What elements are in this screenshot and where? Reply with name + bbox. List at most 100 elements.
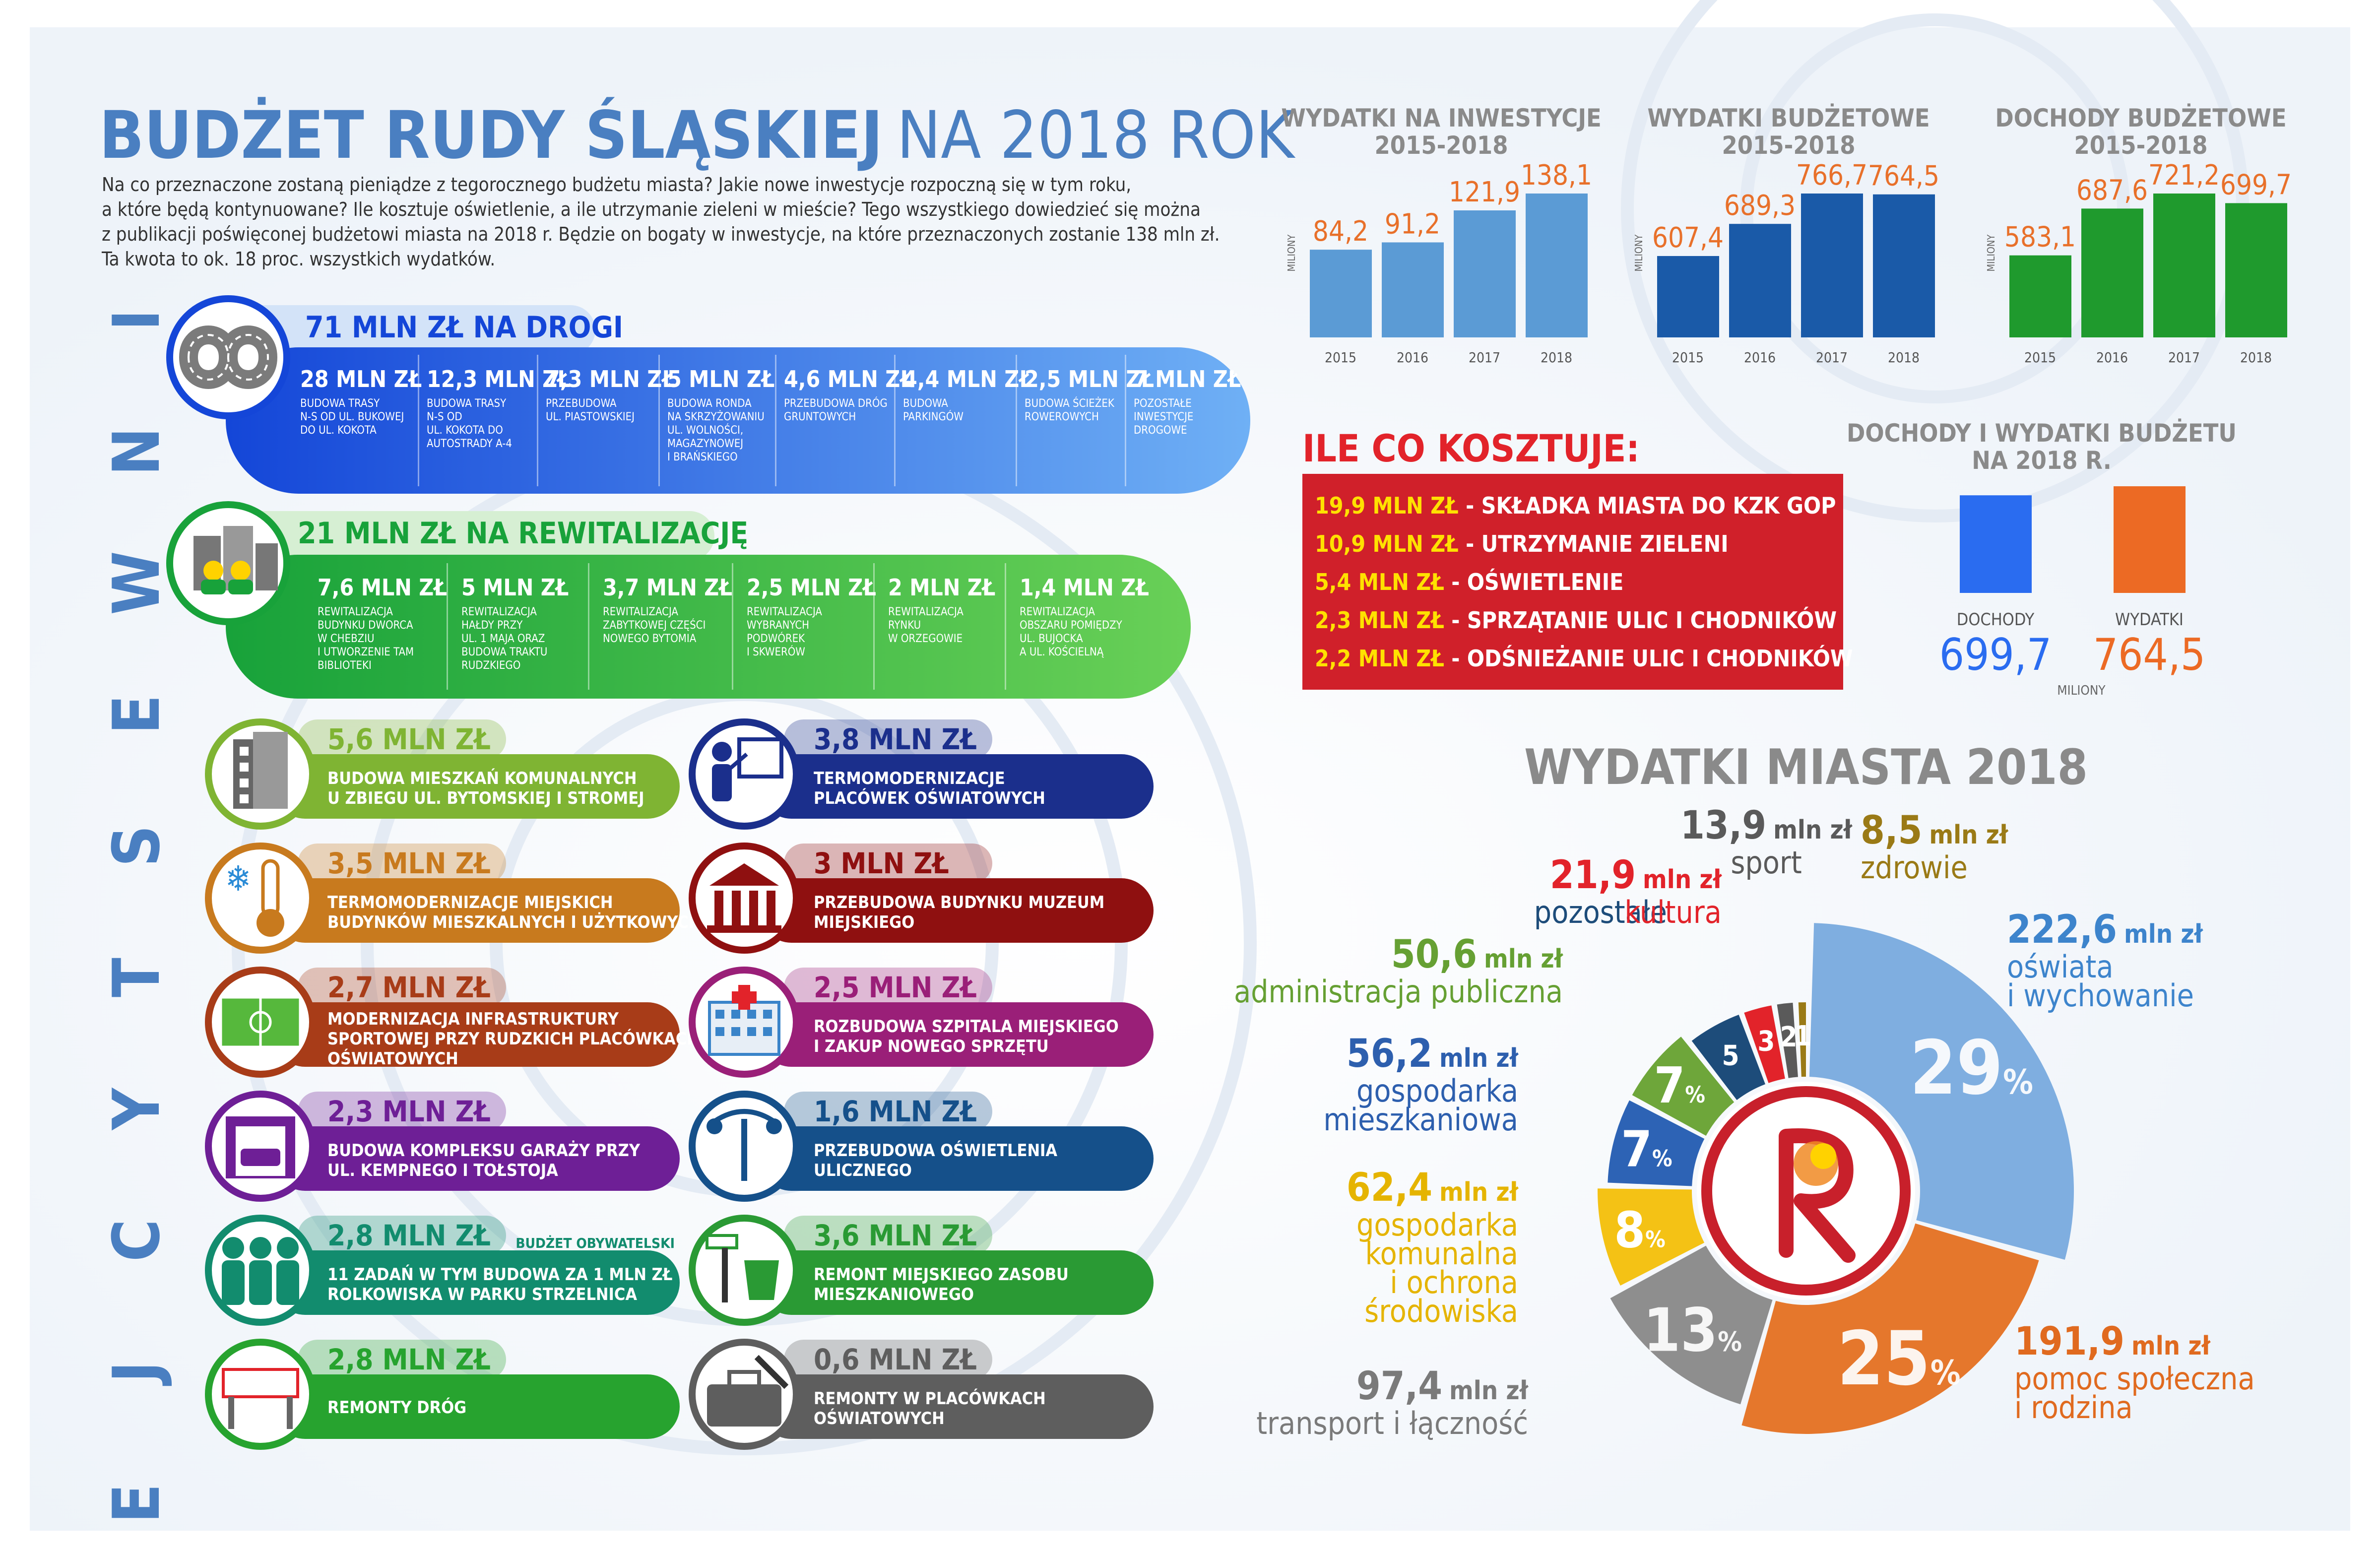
road-item-desc: GRUNTOWYCH — [784, 411, 856, 423]
bar-category-label: 2018 — [1888, 349, 1920, 366]
bar-chart-ylabel: MILIONY — [1286, 234, 1297, 272]
infinity-road-icon — [179, 325, 278, 389]
city-buildings-icon — [193, 526, 278, 594]
revit-item-desc: RUDZKIEGO — [461, 659, 520, 672]
pie-slice — [1598, 1188, 1705, 1286]
bar-category-label: 2015 — [1325, 349, 1356, 366]
pie-slice-percent: 5 — [1722, 1040, 1739, 1072]
pie-label-text: pozostałe — [1534, 894, 1667, 930]
svg-text:❄: ❄ — [225, 858, 252, 899]
pie-slice — [1610, 1245, 1773, 1405]
revit-item-desc: REWITALIZACJA — [318, 606, 393, 618]
project-card: 2,7 MLN ZŁ MODERNIZACJA INFRASTRUKTURYSPO… — [205, 967, 700, 1078]
street-lamp-icon — [707, 1109, 782, 1181]
project-amount-pill — [298, 1340, 506, 1379]
income-spending-category: DOCHODY — [1957, 610, 2035, 630]
pie-label: pozostałe — [1534, 894, 1667, 930]
revit-item-amount: 3,7 MLN ZŁ — [603, 574, 732, 601]
project-card: 1,6 MLN ZŁ PRZEBUDOWA OŚWIETLENIAULICZNEG… — [689, 1091, 1154, 1202]
pie-slice — [1608, 1100, 1705, 1186]
pie-label-text: oświata — [2007, 949, 2114, 985]
project-amount: 2,5 MLN ZŁ — [814, 971, 977, 1004]
project-bar — [759, 1126, 1154, 1191]
bar-category-label: 2016 — [1397, 349, 1428, 366]
income-spending-title: DOCHODY I WYDATKI BUDŻETU — [1847, 419, 2237, 448]
project-desc: PRZEBUDOWA BUDYNKU MUZEUM — [814, 893, 1104, 912]
pie-slice-percent: 8% — [1614, 1201, 1665, 1259]
pie-label-text: pomoc społeczna — [2014, 1361, 2255, 1397]
pie-slice-percent: 13% — [1643, 1297, 1742, 1365]
road-barrier-icon — [222, 1368, 299, 1429]
bar — [1454, 210, 1516, 337]
revit-item-desc: BIBLIOTEKI — [318, 659, 372, 672]
project-amount: 3,6 MLN ZŁ — [814, 1219, 977, 1252]
project-desc: BUDOWA KOMPLEKSU GARAŻY PRZY — [327, 1140, 641, 1161]
project-card: 2,5 MLN ZŁ ROZBUDOWA SZPITALA MIEJSKIEGOI… — [689, 967, 1154, 1078]
revit-item-desc: BUDYNKU DWORCA — [318, 619, 413, 632]
project-bar — [759, 878, 1154, 943]
bar-value-label: 689,3 — [1724, 190, 1796, 222]
pie-slice — [1632, 1037, 1735, 1136]
project-desc: TERMOMODERNIZACJE MIEJSKICH — [327, 893, 613, 912]
project-amount: 2,7 MLN ZŁ — [327, 971, 491, 1004]
income-spending-category: WYDATKI — [2115, 610, 2184, 630]
pie-slice — [1809, 923, 2074, 1260]
bar — [1729, 224, 1791, 337]
project-amount-pill — [298, 1092, 506, 1131]
project-amount-pill — [784, 1340, 992, 1379]
income-spending-bar — [1960, 495, 2032, 593]
road-item-desc: MAGAZYNOWEJ — [667, 438, 743, 450]
road-item-amount: 5 MLN ZŁ — [667, 366, 774, 392]
bar — [2153, 194, 2215, 337]
project-desc: UL. KEMPNEGO I TOŁSTOJA — [327, 1161, 558, 1180]
road-item-desc: PARKINGÓW — [903, 410, 964, 423]
vertical-letter: J — [99, 1361, 174, 1386]
road-item-desc: ROWEROWYCH — [1025, 411, 1099, 423]
income-spending-unit: MILIONY — [2057, 683, 2106, 698]
road-item-desc: PRZEBUDOWA DRÓG — [784, 397, 888, 410]
vertical-letter: T — [99, 958, 174, 997]
road-item-desc: N-S OD — [427, 411, 462, 423]
pie-slice-percent: 7% — [1621, 1120, 1672, 1178]
revit-item-amount: 1,4 MLN ZŁ — [1020, 574, 1149, 601]
revitalization-title: 21 MLN ZŁ NA REWITALIZACJĘ — [298, 516, 748, 551]
income-spending-value: 699,7 — [1939, 629, 2052, 680]
road-item-desc: POZOSTAŁE — [1134, 397, 1192, 410]
people-icon — [222, 1237, 299, 1305]
bar-value-label: 138,1 — [1521, 159, 1592, 192]
revit-item-amount: 2,5 MLN ZŁ — [747, 574, 876, 601]
revit-item-amount: 7,6 MLN ZŁ — [318, 574, 447, 601]
pie-label-text: środowiska — [1364, 1293, 1518, 1329]
revit-divider — [1005, 563, 1006, 690]
project-card: ❄ 3,5 MLN ZŁ TERMOMODERNIZACJE MIEJSKICHBU… — [205, 843, 701, 954]
pie-label-amount: 222,6 mln zł — [2007, 908, 2204, 952]
roads-divider — [418, 355, 419, 486]
bar-value-label: 121,9 — [1449, 176, 1520, 208]
project-bar — [273, 1374, 680, 1439]
bar — [2225, 203, 2287, 337]
project-card: 2,3 MLN ZŁ BUDOWA KOMPLEKSU GARAŻY PRZYUL… — [205, 1091, 680, 1202]
revit-item-desc: W CHEBZIU — [318, 633, 375, 645]
project-bar — [273, 1250, 680, 1315]
project-icon-ring — [689, 1215, 800, 1326]
revit-item-desc: A UL. KOŚCIELNĄ — [1020, 646, 1104, 658]
pie-label-text: mieszkaniowa — [1323, 1102, 1518, 1138]
revit-divider — [588, 563, 589, 690]
project-amount: 3,8 MLN ZŁ — [814, 722, 977, 756]
revit-divider — [447, 563, 448, 690]
museum-icon — [707, 863, 781, 933]
road-item-amount: 7 MLN ZŁ — [1134, 366, 1241, 392]
bar-chart-title: WYDATKI BUDŻETOWE — [1647, 104, 1930, 132]
thermometer-icon: ❄ — [225, 858, 284, 937]
bar-value-label: 91,2 — [1385, 208, 1440, 240]
bar-category-label: 2015 — [1672, 349, 1704, 366]
bar-value-label: 687,6 — [2076, 174, 2148, 206]
project-bar — [273, 1002, 680, 1067]
revit-item-amount: 2 MLN ZŁ — [888, 574, 995, 601]
revit-item-amount: 5 MLN ZŁ — [461, 574, 569, 601]
pie-slice-percent: 29% — [1910, 1025, 2033, 1111]
project-desc: PRZEBUDOWA OŚWIETLENIA — [814, 1140, 1057, 1161]
